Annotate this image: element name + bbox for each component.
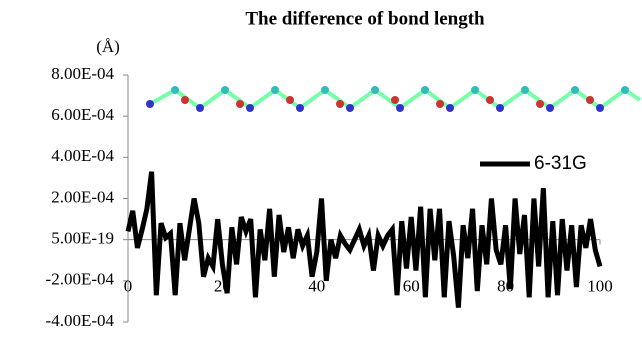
x-tick-label: 100 — [587, 277, 613, 296]
x-tick-label: 60 — [403, 277, 420, 296]
y-unit-label: (Å) — [96, 37, 120, 56]
x-tick-label: 0 — [124, 277, 133, 296]
chart-title: The difference of bond length — [245, 8, 485, 29]
x-tick-label: 40 — [308, 277, 325, 296]
y-tick-label: 5.00E-19 — [51, 229, 114, 248]
chart: The difference of bond length (Å) -4.00E… — [0, 0, 642, 356]
y-tick-label: 4.00E-04 — [51, 146, 114, 165]
y-tick-label: -4.00E-04 — [46, 311, 115, 330]
y-tick-label: 2.00E-04 — [51, 187, 114, 206]
y-tick-label: -2.00E-04 — [46, 270, 115, 289]
legend-label: 6-31G — [534, 153, 587, 174]
molecule-atoms — [171, 86, 629, 94]
molecule-illustration — [146, 86, 640, 112]
molecule-nitrogens — [146, 100, 604, 112]
y-tick-label: 6.00E-04 — [51, 105, 114, 124]
y-tick-label: 8.00E-04 — [51, 64, 114, 83]
